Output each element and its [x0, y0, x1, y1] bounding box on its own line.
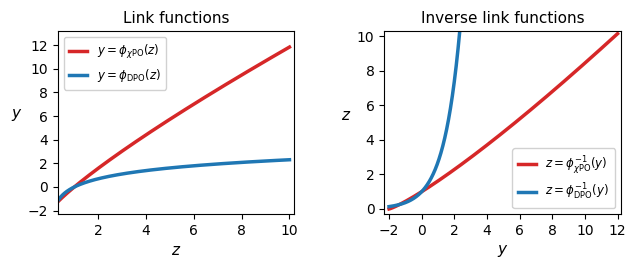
Legend: $z = \phi_{\chi\mathrm{PO}}^{-1}(y)$, $z = \phi_{\mathrm{DPO}}^{-1}(y)$: $z = \phi_{\chi\mathrm{PO}}^{-1}(y)$, $z…	[512, 148, 615, 208]
$y = \phi_{\chi\mathrm{PO}}(z)$	[255, 63, 263, 66]
$y = \phi_{\mathrm{DPO}}(z)$	[255, 160, 263, 163]
$y = \phi_{\mathrm{DPO}}(z)$	[47, 240, 54, 243]
$z = \phi_{\chi\mathrm{PO}}^{-1}(y)$	[614, 32, 621, 35]
$z = \phi_{\mathrm{DPO}}^{-1}(y)$	[456, 32, 463, 35]
Y-axis label: $z$: $z$	[340, 108, 351, 123]
Line: $y = \phi_{\chi\mathrm{PO}}(z)$: $y = \phi_{\chi\mathrm{PO}}(z)$	[51, 47, 289, 210]
$z = \phi_{\chi\mathrm{PO}}^{-1}(y)$	[425, 186, 433, 189]
$y = \phi_{\chi\mathrm{PO}}(z)$	[47, 208, 54, 212]
$z = \phi_{\mathrm{DPO}}^{-1}(y)$	[418, 190, 426, 193]
Line: $z = \phi_{\chi\mathrm{PO}}^{-1}(y)$: $z = \phi_{\chi\mathrm{PO}}^{-1}(y)$	[389, 34, 618, 209]
$z = \phi_{\mathrm{DPO}}^{-1}(y)$	[385, 205, 393, 208]
$z = \phi_{\chi\mathrm{PO}}^{-1}(y)$	[609, 36, 617, 39]
$z = \phi_{\mathrm{DPO}}^{-1}(y)$	[452, 68, 460, 71]
$z = \phi_{\mathrm{DPO}}^{-1}(y)$	[448, 97, 456, 100]
$y = \phi_{\mathrm{DPO}}(z)$	[88, 179, 96, 182]
$z = \phi_{\chi\mathrm{PO}}^{-1}(y)$	[483, 144, 490, 147]
$z = \phi_{\mathrm{DPO}}^{-1}(y)$	[436, 156, 444, 159]
Line: $z = \phi_{\mathrm{DPO}}^{-1}(y)$: $z = \phi_{\mathrm{DPO}}^{-1}(y)$	[389, 34, 460, 207]
$z = \phi_{\mathrm{DPO}}^{-1}(y)$	[434, 162, 442, 165]
$y = \phi_{\mathrm{DPO}}(z)$	[74, 184, 82, 187]
$y = \phi_{\chi\mathrm{PO}}(z)$	[88, 171, 96, 174]
$z = \phi_{\mathrm{DPO}}^{-1}(y)$	[396, 203, 403, 206]
$y = \phi_{\mathrm{DPO}}(z)$	[138, 170, 146, 173]
Y-axis label: $y$: $y$	[11, 107, 22, 123]
Line: $y = \phi_{\mathrm{DPO}}(z)$: $y = \phi_{\mathrm{DPO}}(z)$	[51, 160, 289, 241]
Title: Link functions: Link functions	[123, 11, 229, 26]
$y = \phi_{\chi\mathrm{PO}}(z)$	[138, 136, 146, 139]
X-axis label: $z$: $z$	[171, 243, 181, 258]
$y = \phi_{\chi\mathrm{PO}}(z)$	[281, 48, 289, 51]
$y = \phi_{\mathrm{DPO}}(z)$	[148, 168, 156, 171]
$y = \phi_{\chi\mathrm{PO}}(z)$	[74, 182, 82, 186]
$z = \phi_{\chi\mathrm{PO}}^{-1}(y)$	[412, 194, 419, 197]
$z = \phi_{\chi\mathrm{PO}}^{-1}(y)$	[584, 58, 592, 61]
$z = \phi_{\chi\mathrm{PO}}^{-1}(y)$	[385, 207, 393, 211]
X-axis label: $y$: $y$	[497, 243, 508, 258]
$y = \phi_{\mathrm{DPO}}(z)$	[285, 158, 293, 161]
Legend: $y = \phi_{\chi\mathrm{PO}}(z)$, $y = \phi_{\mathrm{DPO}}(z)$: $y = \phi_{\chi\mathrm{PO}}(z)$, $y = \p…	[63, 37, 166, 90]
Title: Inverse link functions: Inverse link functions	[420, 11, 584, 26]
$y = \phi_{\chi\mathrm{PO}}(z)$	[148, 129, 156, 132]
$y = \phi_{\mathrm{DPO}}(z)$	[281, 158, 289, 162]
$z = \phi_{\chi\mathrm{PO}}^{-1}(y)$	[473, 151, 481, 155]
$y = \phi_{\chi\mathrm{PO}}(z)$	[285, 45, 293, 49]
